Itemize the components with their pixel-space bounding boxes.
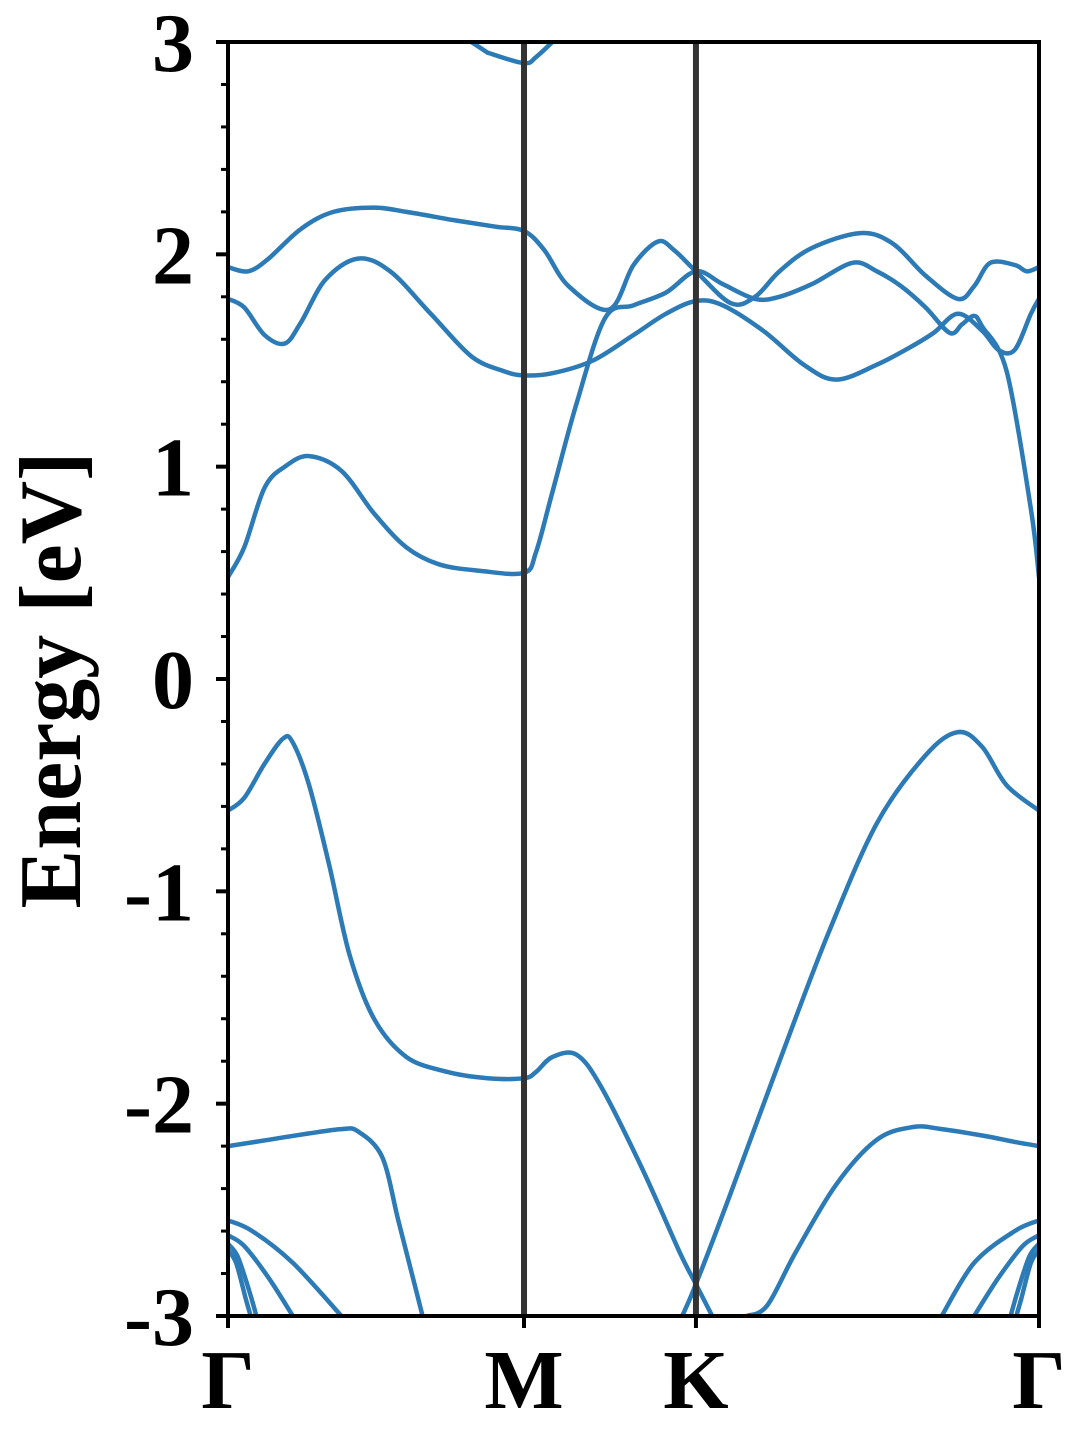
band-line-3	[228, 1233, 296, 1316]
y-tick-label: -1	[124, 846, 194, 939]
band-line-15	[228, 256, 1039, 382]
band-line-10	[971, 1233, 1039, 1316]
band-line-4	[228, 1218, 344, 1316]
y-tick-labels: 3 2 1 0 -1 -2 -3	[124, 0, 194, 1364]
band-line-11	[1008, 1241, 1039, 1316]
y-tick-label: -2	[124, 1059, 194, 1152]
axis-ticks	[216, 40, 1041, 1328]
band-lines	[228, 42, 1039, 1316]
high-symmetry-lines	[521, 42, 699, 1316]
band-line-14	[228, 205, 1039, 313]
band-line-1	[228, 1247, 253, 1316]
band-line-12	[1014, 1247, 1039, 1316]
band-line-6	[228, 733, 715, 1316]
y-tick-label: 0	[152, 634, 194, 727]
y-tick-label: 2	[152, 209, 194, 302]
band-line-9	[939, 1218, 1039, 1316]
x-tick-label: M	[484, 1334, 563, 1427]
band-line-13	[228, 260, 1039, 580]
y-tick-label: -3	[124, 1271, 194, 1364]
y-tick-label: 3	[152, 0, 194, 90]
x-tick-label: Γ	[201, 1334, 254, 1427]
x-tick-label: Γ	[1012, 1334, 1065, 1427]
band-line-5	[228, 1126, 425, 1316]
y-axis-title: Energy [eV]	[3, 452, 100, 909]
band-line-16	[485, 42, 555, 66]
band-line-7	[679, 729, 1039, 1316]
band-line-2	[228, 1241, 259, 1316]
band-line-8	[744, 1124, 1039, 1316]
x-tick-label: K	[663, 1334, 728, 1427]
y-tick-label: 1	[152, 422, 194, 515]
